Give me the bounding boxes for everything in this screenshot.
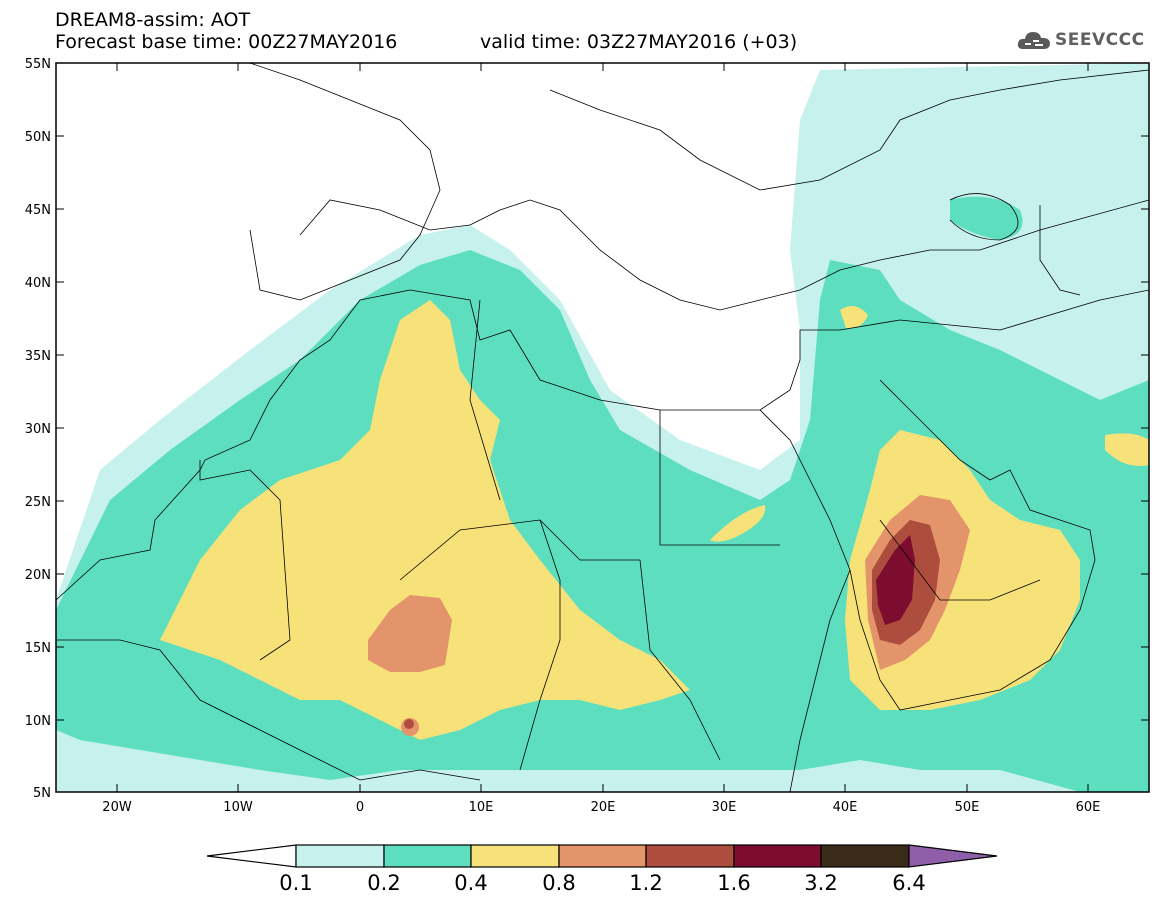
aot-band-0.1-north (920, 137, 1149, 300)
lon-label: 20E (591, 800, 616, 815)
lat-label: 5N (33, 786, 51, 801)
lon-label: 20W (102, 800, 132, 815)
lon-label: 10E (469, 800, 494, 815)
lon-label: 60E (1076, 800, 1101, 815)
colorbar-swatch (645, 844, 735, 868)
lat-label: 25N (25, 495, 51, 510)
lat-label: 15N (25, 641, 51, 656)
lon-label: 40E (833, 800, 858, 815)
lon-label: 30E (712, 800, 737, 815)
colorbar-label: 0.1 (279, 871, 313, 895)
lat-label: 40N (25, 276, 51, 291)
aot-field (56, 63, 1149, 792)
lon-axis: 20W 10W 0 10E 20E 30E 40E 50E 60E (102, 63, 1100, 815)
seevccc-logo: SEEVCCC (1017, 28, 1145, 52)
cloud-icon (1017, 32, 1050, 49)
aot-band-0.4-turkey (840, 306, 868, 329)
aot-band-1.2-spot (404, 719, 414, 729)
valid-time: valid time: 03Z27MAY2016 (+03) (480, 31, 798, 53)
lat-axis: 55N 50N 45N 40N 35N 30N 25N 20N 15N 10N … (25, 57, 1149, 801)
colorbar-label: 3.2 (804, 871, 838, 895)
colorbar-swatch (820, 844, 910, 868)
colorbar-label: 1.2 (629, 871, 663, 895)
colorbar-label: 1.6 (717, 871, 751, 895)
aot-band-0.4-egypt (710, 505, 766, 542)
lon-label: 0 (356, 800, 364, 815)
forecast-base-time: Forecast base time: 00Z27MAY2016 (55, 31, 398, 53)
lon-label: 10W (223, 800, 253, 815)
coastlines (56, 63, 1149, 792)
lat-label: 35N (25, 349, 51, 364)
lon-label: 50E (955, 800, 980, 815)
aot-band-0.8-niger (368, 595, 452, 672)
lat-label: 45N (25, 203, 51, 218)
colorbar-label: 0.8 (542, 871, 576, 895)
colorbar-swatch (295, 844, 385, 868)
aot-band-0.4-sahara (160, 300, 690, 740)
colorbar-label: 6.4 (892, 871, 926, 895)
colorbar-swatch (733, 844, 822, 868)
colorbar-swatch (470, 844, 560, 868)
colorbar-label: 0.2 (367, 871, 401, 895)
map-title: DREAM8-assim: AOT (55, 9, 251, 31)
colorbar-swatch (558, 844, 647, 868)
lat-label: 55N (25, 57, 51, 72)
aot-band-0.4-iran (1105, 433, 1149, 466)
lat-label: 20N (25, 568, 51, 583)
colorbar-label: 0.4 (454, 871, 488, 895)
colorbar-high-triangle (908, 844, 998, 868)
colorbar-low-triangle (206, 844, 297, 868)
lat-label: 50N (25, 130, 51, 145)
colorbar (206, 844, 998, 868)
logo-text: SEEVCCC (1055, 30, 1145, 50)
colorbar-swatch (383, 844, 472, 868)
aot-band-1.6-arabia (876, 535, 915, 625)
lat-label: 30N (25, 422, 51, 437)
aot-band-0.2-caucasus (950, 196, 1023, 240)
lat-label: 10N (25, 714, 51, 729)
